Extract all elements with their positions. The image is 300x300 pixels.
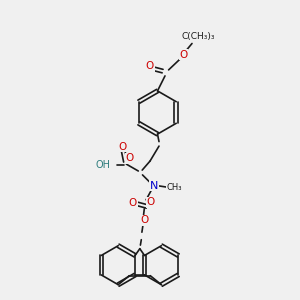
Text: O: O [179,50,188,60]
Text: O: O [140,215,148,225]
Text: O: O [129,198,137,208]
Text: O: O [125,153,134,163]
Text: C(CH₃)₃: C(CH₃)₃ [181,32,215,40]
Text: OH: OH [95,160,110,170]
Text: O: O [146,61,154,71]
Text: O: O [147,197,155,207]
Text: CH₃: CH₃ [166,183,182,192]
Text: N: N [150,181,158,191]
Text: O: O [118,142,127,152]
